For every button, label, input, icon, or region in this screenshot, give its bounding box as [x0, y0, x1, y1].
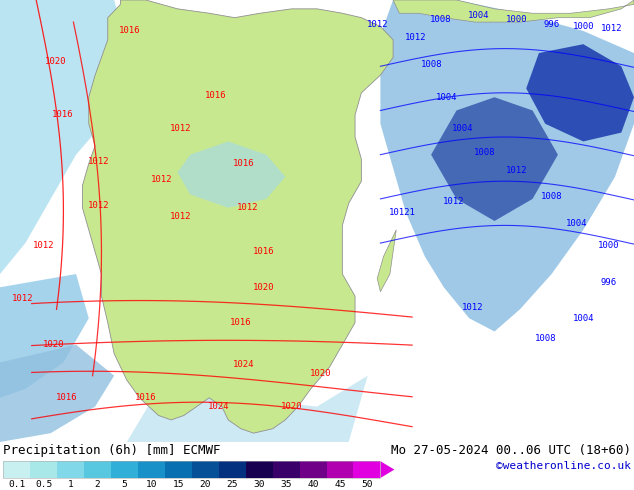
Text: 1012: 1012: [404, 33, 426, 42]
Text: 1016: 1016: [233, 159, 255, 168]
Polygon shape: [82, 0, 393, 433]
Text: 1000: 1000: [598, 241, 619, 250]
Text: 1004: 1004: [566, 219, 588, 228]
Text: 45: 45: [334, 480, 346, 489]
Text: 1000: 1000: [573, 22, 594, 31]
Text: 20: 20: [200, 480, 211, 489]
Text: 1016: 1016: [51, 110, 73, 120]
Text: 1008: 1008: [474, 148, 496, 157]
Text: 1012: 1012: [87, 157, 109, 166]
Text: 1012: 1012: [601, 24, 623, 33]
Text: ©weatheronline.co.uk: ©weatheronline.co.uk: [496, 461, 631, 471]
Polygon shape: [377, 230, 396, 292]
Text: 35: 35: [280, 480, 292, 489]
Text: 1004: 1004: [573, 314, 594, 323]
Polygon shape: [0, 274, 89, 398]
Text: 5: 5: [122, 480, 127, 489]
Text: Precipitation (6h) [mm] ECMWF: Precipitation (6h) [mm] ECMWF: [3, 444, 221, 457]
Text: 1012: 1012: [151, 174, 172, 183]
Text: 1016: 1016: [119, 26, 141, 35]
Text: 1016: 1016: [230, 318, 252, 327]
Text: 1020: 1020: [281, 402, 302, 411]
Bar: [165, 461, 191, 478]
Polygon shape: [0, 0, 127, 274]
Text: 1012: 1012: [366, 20, 388, 29]
Text: 50: 50: [361, 480, 373, 489]
Polygon shape: [127, 376, 368, 442]
Bar: [57, 461, 84, 478]
Text: 1016: 1016: [56, 393, 77, 402]
Text: 1020: 1020: [309, 369, 331, 378]
Text: 1004: 1004: [468, 11, 489, 20]
Text: 15: 15: [172, 480, 184, 489]
Text: 1012: 1012: [11, 294, 33, 303]
Text: 1012: 1012: [32, 241, 54, 250]
Text: 1012: 1012: [443, 196, 464, 206]
Polygon shape: [526, 44, 634, 142]
Text: 1020: 1020: [43, 340, 65, 349]
Polygon shape: [431, 97, 558, 221]
Bar: [327, 461, 354, 478]
Text: 1008: 1008: [534, 334, 556, 343]
Text: Mo 27-05-2024 00..06 UTC (18+60): Mo 27-05-2024 00..06 UTC (18+60): [391, 444, 631, 457]
Bar: [30, 461, 57, 478]
Bar: [245, 461, 273, 478]
Bar: [3, 461, 30, 478]
Text: 1012: 1012: [462, 303, 483, 312]
Text: 0.1: 0.1: [8, 480, 25, 489]
Text: 1000: 1000: [506, 15, 527, 24]
Bar: [273, 461, 299, 478]
Text: 10121: 10121: [389, 208, 416, 217]
Text: 1020: 1020: [45, 57, 67, 66]
Polygon shape: [380, 461, 394, 478]
Text: 1024: 1024: [208, 402, 230, 411]
Bar: [354, 461, 380, 478]
Text: 1020: 1020: [252, 283, 274, 292]
Text: 996: 996: [543, 20, 560, 29]
Text: 10: 10: [146, 480, 157, 489]
Text: 1016: 1016: [205, 91, 226, 99]
Text: 1016: 1016: [252, 247, 274, 256]
Text: 1012: 1012: [506, 166, 527, 174]
Bar: [84, 461, 111, 478]
Bar: [138, 461, 165, 478]
Bar: [299, 461, 327, 478]
Text: 1004: 1004: [436, 93, 458, 102]
Bar: [111, 461, 138, 478]
Text: 1016: 1016: [135, 393, 157, 402]
Text: 1012: 1012: [87, 201, 109, 210]
Text: 1: 1: [68, 480, 74, 489]
Polygon shape: [0, 345, 114, 442]
Polygon shape: [178, 142, 285, 208]
Text: 2: 2: [94, 480, 100, 489]
Text: 996: 996: [600, 278, 617, 287]
Text: 0.5: 0.5: [35, 480, 52, 489]
Text: 1008: 1008: [430, 15, 451, 24]
Text: 40: 40: [307, 480, 319, 489]
Text: 25: 25: [226, 480, 238, 489]
Text: 1012: 1012: [170, 212, 191, 221]
Text: 1008: 1008: [420, 60, 442, 69]
Polygon shape: [380, 0, 634, 331]
Bar: [3, 461, 380, 478]
Text: 30: 30: [254, 480, 265, 489]
Text: 1004: 1004: [452, 123, 474, 133]
Text: 1012: 1012: [236, 203, 258, 212]
Polygon shape: [393, 0, 634, 22]
Text: 1008: 1008: [541, 192, 562, 201]
Text: 1012: 1012: [170, 123, 191, 133]
Bar: [219, 461, 245, 478]
Text: 1024: 1024: [233, 360, 255, 369]
Bar: [191, 461, 219, 478]
